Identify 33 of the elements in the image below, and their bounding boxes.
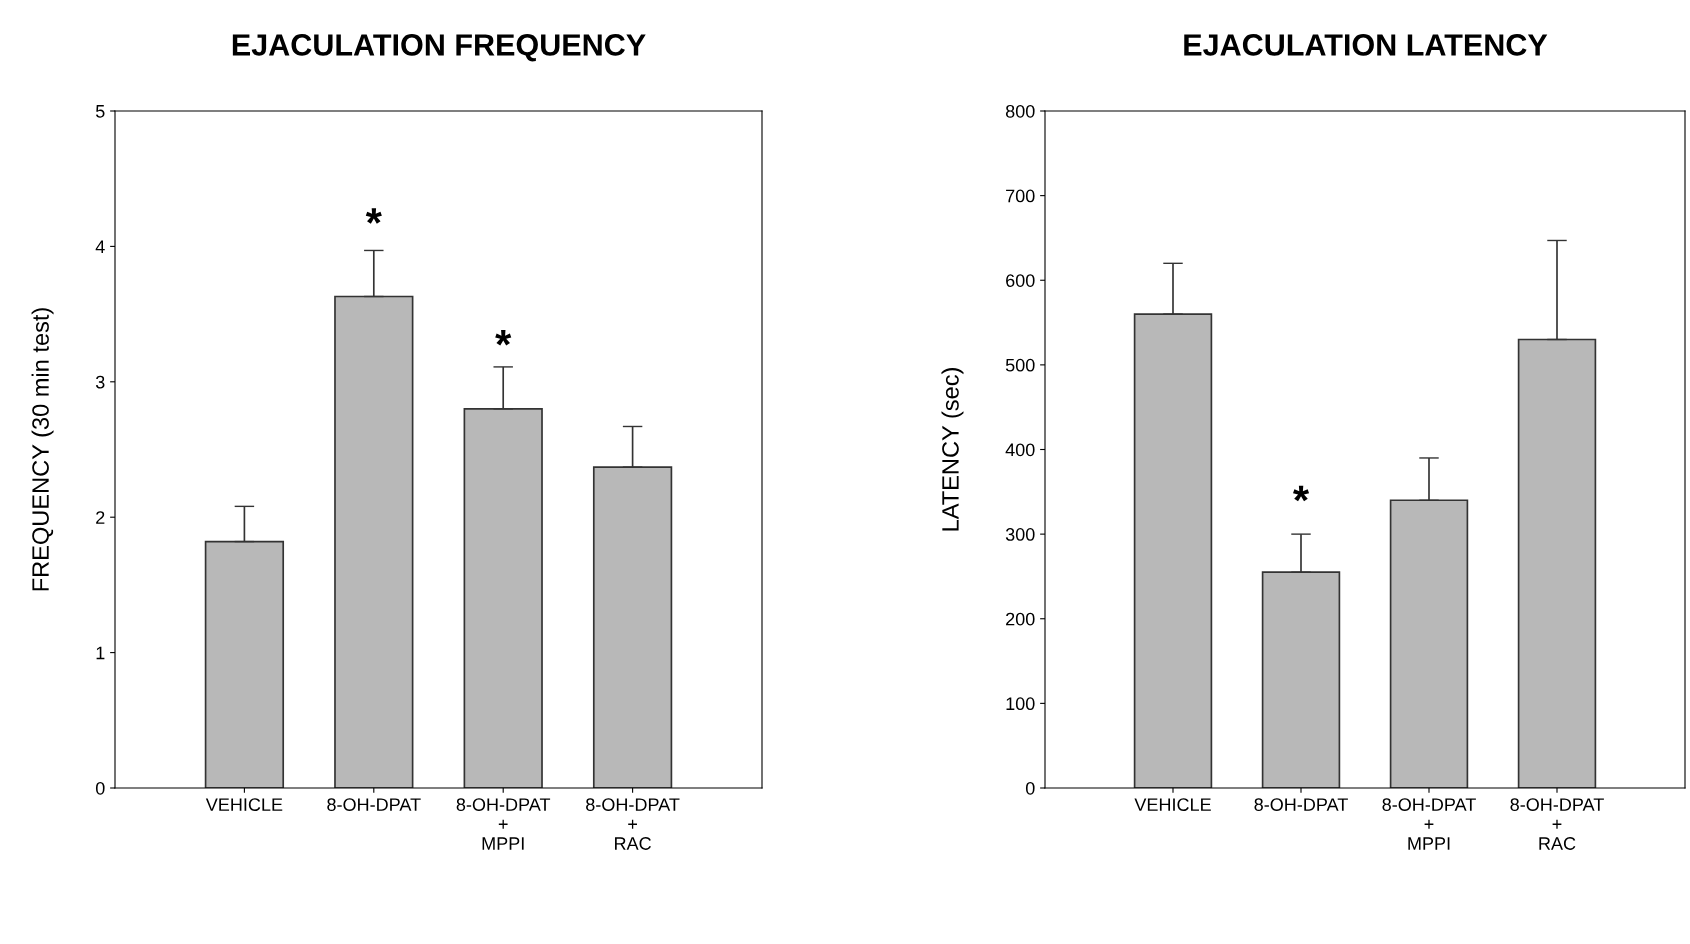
annotation: * <box>1293 485 1310 502</box>
y-tick-label: 3 <box>95 375 105 389</box>
x-tick-label: 8-OH-DPAT + RAC <box>586 798 680 850</box>
y-tick-label: 700 <box>1006 189 1035 203</box>
y-tick-label: 1 <box>96 646 105 660</box>
bar <box>1133 313 1213 788</box>
y-tick-label: 5 <box>95 105 105 118</box>
x-tick-label: 8-OH-DPAT + MPPI <box>1382 798 1476 850</box>
bar <box>463 408 543 788</box>
y-tick-label: 500 <box>1005 358 1035 372</box>
x-tick-label: 8-OH-DPAT + MPPI <box>456 798 551 850</box>
annotation: * <box>495 330 512 346</box>
x-tick-label: 8-OH-DPAT <box>327 798 421 811</box>
bar <box>592 466 673 788</box>
x-tick-label: VEHICLE <box>205 798 283 811</box>
x-tick-label: VEHICLE <box>1134 798 1211 811</box>
y-tick-label: 0 <box>95 781 105 795</box>
y-tick-label: 0 <box>1025 781 1035 795</box>
y-tick-label: 800 <box>1005 104 1035 118</box>
y-tick-label: 600 <box>1006 274 1035 287</box>
y-tick-label: 400 <box>1005 443 1035 457</box>
y-tick-label: 100 <box>1006 697 1035 711</box>
x-tick-label: 8-OH-DPAT <box>1254 798 1348 811</box>
y-tick-label: 4 <box>95 240 105 253</box>
y-tick-label: 200 <box>1006 612 1035 626</box>
chart-title: EJACULATION LATENCY <box>1184 34 1548 56</box>
y-tick-label: 300 <box>1005 528 1035 541</box>
x-tick-label: 8-OH-DPAT + RAC <box>1510 798 1604 850</box>
chart-title: EJACULATION FREQUENCY <box>232 34 646 62</box>
y-axis-title: LATENCY (sec) <box>941 368 964 531</box>
y-axis-title: FREQUENCY (30 min test) <box>31 308 54 591</box>
y-tick-label: 2 <box>96 511 105 524</box>
annotation: * <box>365 208 382 224</box>
